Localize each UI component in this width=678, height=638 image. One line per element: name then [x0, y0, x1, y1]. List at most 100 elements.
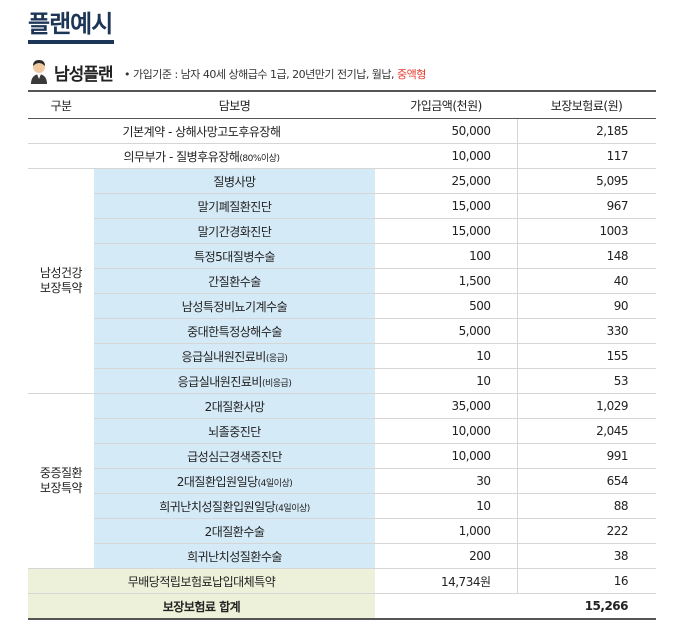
- premium-cell: 222: [516, 518, 656, 544]
- header-amount: 가입금액(천원): [375, 90, 517, 119]
- table-row: 중증질환 보장특약 2대질환사망 35,000 1,029: [28, 393, 656, 569]
- table-header-row: 구분 담보명 가입금액(천원) 보장보험료(원): [28, 90, 656, 119]
- coverage-name: 응급실내원진료비(응급): [94, 343, 375, 369]
- amount-cell: 50,000: [375, 118, 517, 144]
- coverage-label: 기본계약 - 상해사망고도후유장해: [122, 124, 281, 139]
- coverage-name: 남성특정비뇨기계수술: [94, 293, 375, 319]
- premium-cell: 991: [516, 443, 656, 469]
- coverage-label: 2대질환수술: [204, 524, 265, 539]
- premium-cell: 155: [516, 343, 656, 369]
- coverage-condition: (4일이상): [275, 503, 310, 514]
- table-row: 무배당적립보험료납입대체특약 14,734원 16: [28, 568, 656, 594]
- coverage-name: 말기간경화진단: [94, 218, 375, 244]
- plan-criteria-note: • 가입기준 : 남자 40세 상해급수 1급, 20년만기 전기납, 월납, …: [124, 66, 426, 82]
- coverage-label: 희귀난치성질환수술: [187, 549, 282, 564]
- header-premium: 보장보험료(원): [517, 90, 656, 119]
- premium-cell: 38: [516, 543, 656, 569]
- amount-cell: 15,000: [375, 218, 517, 244]
- coverage-name: 희귀난치성질환입원일당(4일이상): [94, 493, 375, 519]
- amount-cell: 5,000: [375, 318, 517, 344]
- coverage-name: 2대질환사망: [94, 393, 375, 419]
- coverage-label: 중대한특정상해수술: [187, 324, 282, 339]
- amount-cell: 500: [375, 293, 517, 319]
- coverage-name: 2대질환입원일당(4일이상): [94, 468, 375, 494]
- table-row: 간질환수술 1,500 40: [28, 268, 656, 294]
- table-row: 남성건강 보장특약 질병사망 25,000 5,095: [28, 168, 656, 394]
- premium-cell: 117: [516, 143, 656, 169]
- page-title: 플랜예시: [28, 10, 113, 38]
- premium-cell: 5,095: [516, 168, 656, 194]
- amount-cell: 10,000: [375, 443, 517, 469]
- coverage-name: 기본계약 - 상해사망고도후유장해: [28, 118, 375, 144]
- amount-cell: 10: [375, 368, 517, 394]
- total-row: 보장보험료 합계 15,266: [28, 593, 656, 620]
- table-row: 희귀난치성질환수술 200 38: [28, 543, 656, 569]
- coverage-name: 간질환수술: [94, 268, 375, 294]
- amount-cell: 35,000: [375, 393, 517, 419]
- premium-cell: 148: [516, 243, 656, 269]
- coverage-label: 희귀난치성질환입원일당: [159, 499, 276, 514]
- table-row: 응급실내원진료비(비응급) 10 53: [28, 368, 656, 394]
- premium-cell: 16: [516, 568, 656, 594]
- coverage-condition: (80%이상): [239, 153, 280, 164]
- amount-cell: 10,000: [375, 143, 517, 169]
- group-label: 중증질환 보장특약: [28, 393, 94, 569]
- coverage-name: 응급실내원진료비(비응급): [94, 368, 375, 394]
- premium-cell: 2,185: [516, 118, 656, 144]
- header-group: 구분: [28, 90, 94, 119]
- coverage-label: 응급실내원진료비: [181, 349, 267, 364]
- table-row: 말기폐질환진단 15,000 967: [28, 193, 656, 219]
- table-row: 2대질환입원일당(4일이상) 30 654: [28, 468, 656, 494]
- amount-cell: 200: [375, 543, 517, 569]
- total-label: 보장보험료 합계: [28, 593, 375, 620]
- title-underline: [28, 40, 114, 44]
- premium-cell: 2,045: [516, 418, 656, 444]
- coverage-condition: (응급): [265, 353, 288, 364]
- amount-cell: 15,000: [375, 193, 517, 219]
- premium-cell: 53: [516, 368, 656, 394]
- coverage-label: 남성특정비뇨기계수술: [181, 299, 288, 314]
- coverage-name: 특정5대질병수술: [94, 243, 375, 269]
- plan-criteria-text: • 가입기준 : 남자 40세 상해급수 1급, 20년만기 전기납, 월납,: [124, 68, 398, 81]
- table-row: 뇌졸중진단 10,000 2,045: [28, 418, 656, 444]
- amount-cell: 100: [375, 243, 517, 269]
- premium-cell: 88: [516, 493, 656, 519]
- premium-cell: 654: [516, 468, 656, 494]
- coverage-name: 2대질환수술: [94, 518, 375, 544]
- group-label-line: 남성건강: [39, 266, 83, 280]
- coverage-name: 말기폐질환진단: [94, 193, 375, 219]
- coverage-label: 말기간경화진단: [197, 224, 272, 239]
- coverage-label: 응급실내원진료비: [177, 374, 263, 389]
- header-coverage: 담보명: [94, 90, 375, 119]
- amount-cell: 25,000: [375, 168, 517, 194]
- coverage-condition: (비응급): [261, 378, 292, 389]
- coverage-label: 의무부가 - 질병후유장해: [123, 149, 240, 164]
- plan-name: 남성플랜: [54, 65, 114, 85]
- table-row: 특정5대질병수술 100 148: [28, 243, 656, 269]
- table-row: 응급실내원진료비(응급) 10 155: [28, 343, 656, 369]
- amount-cell: 10: [375, 343, 517, 369]
- group-label-line: 중증질환: [39, 466, 83, 480]
- coverage-name: 급성심근경색증진단: [94, 443, 375, 469]
- table-body: 기본계약 - 상해사망고도후유장해 50,000 2,185 의무부가 - 질병후유장…: [28, 118, 656, 620]
- table-row: 남성특정비뇨기계수술 500 90: [28, 293, 656, 319]
- coverage-name: 질병사망: [94, 168, 375, 194]
- amount-cell: 14,734원: [375, 568, 517, 594]
- coverage-label: 특정5대질병수술: [194, 249, 275, 264]
- amount-cell: 1,000: [375, 518, 517, 544]
- coverage-label: 급성심근경색증진단: [187, 449, 282, 464]
- coverage-label: 질병사망: [213, 174, 256, 189]
- amount-cell: 30: [375, 468, 517, 494]
- coverage-label: 2대질환사망: [204, 399, 265, 414]
- premium-cell: 90: [516, 293, 656, 319]
- coverage-label: 2대질환입원일당: [176, 474, 258, 489]
- coverage-name: 의무부가 - 질병후유장해(80%이상): [28, 143, 375, 169]
- group-label-line: 보장특약: [39, 281, 83, 295]
- table-row: 말기간경화진단 15,000 1003: [28, 218, 656, 244]
- premium-cell: 40: [516, 268, 656, 294]
- coverage-name: 무배당적립보험료납입대체특약: [28, 568, 375, 594]
- total-amount-empty: [375, 593, 517, 620]
- total-premium: 15,266: [517, 593, 656, 620]
- plan-type-highlight: 중액형: [397, 68, 426, 81]
- table-row: 희귀난치성질환입원일당(4일이상) 10 88: [28, 493, 656, 519]
